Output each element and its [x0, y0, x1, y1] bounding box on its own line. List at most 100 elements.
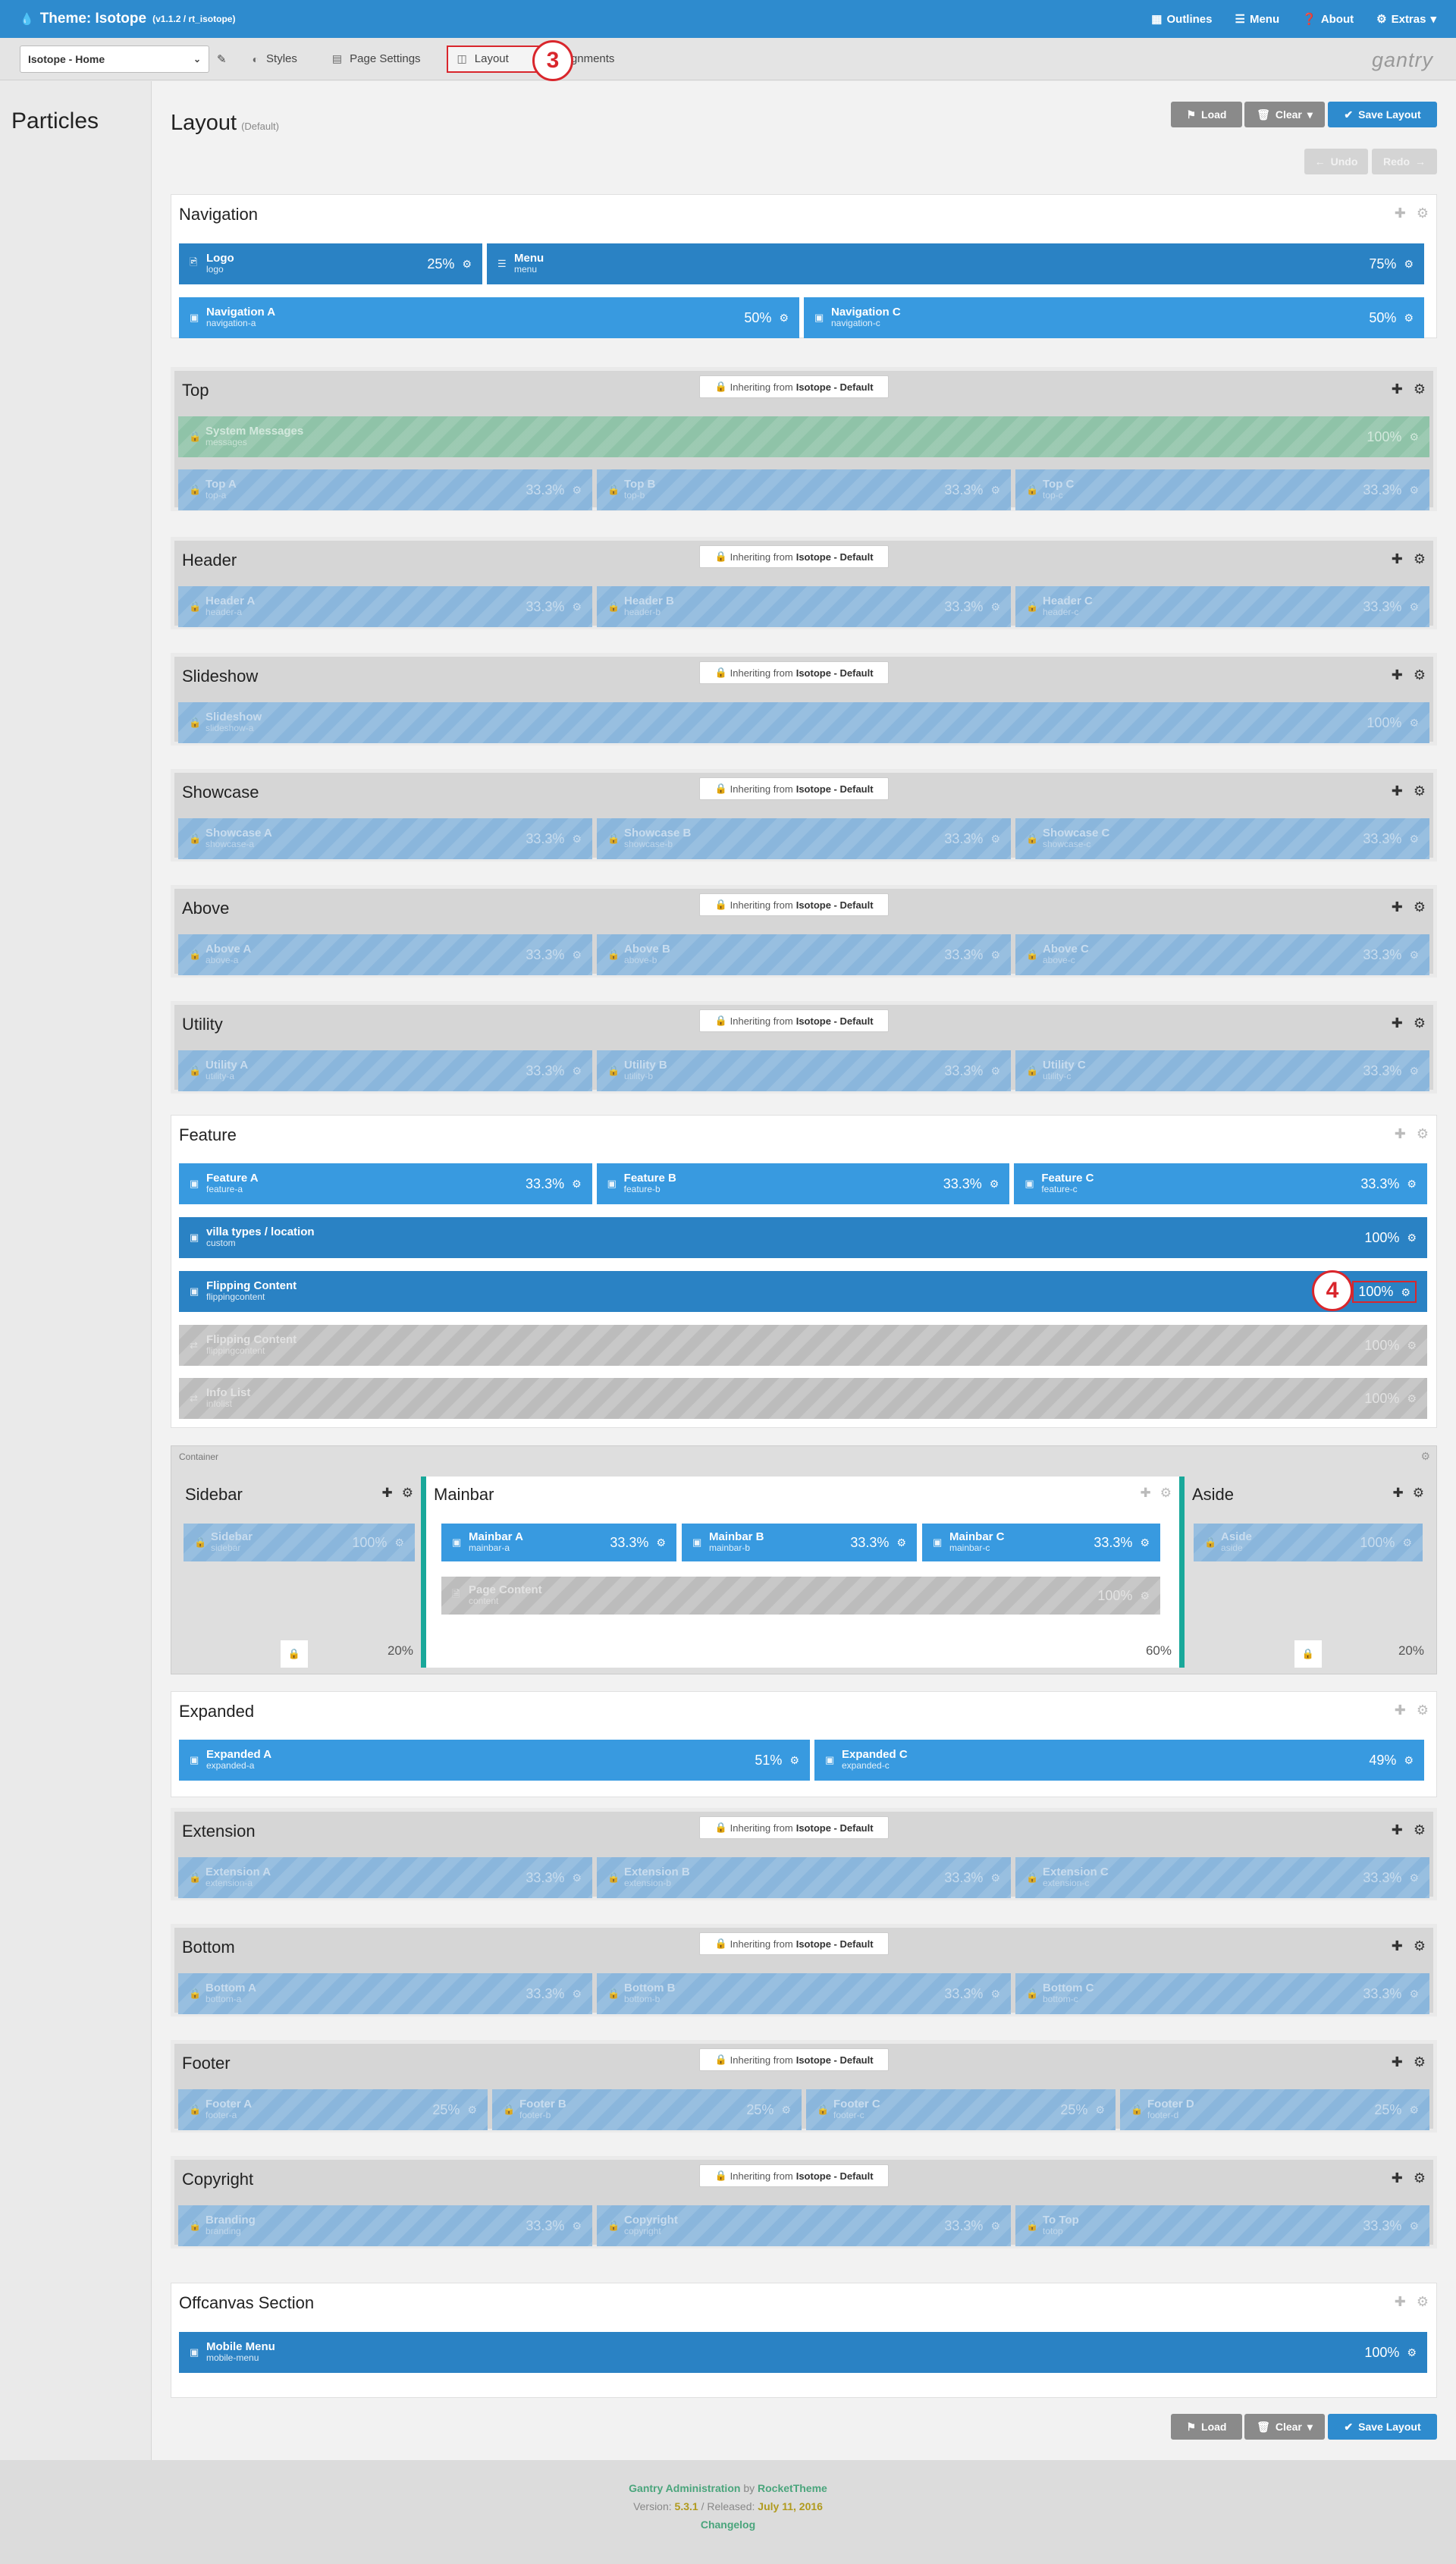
gear-icon[interactable]: ⚙	[1401, 1285, 1410, 1298]
tab-layout[interactable]: ◫ Layout	[446, 45, 541, 73]
gear-icon[interactable]: ⚙	[779, 311, 789, 324]
gear-icon[interactable]: ⚙	[1404, 311, 1414, 324]
gear-icon[interactable]: ⚙	[401, 1486, 413, 1500]
save-layout-button-bottom[interactable]: ✔ Save Layout	[1328, 2414, 1437, 2440]
particle-messages[interactable]: 🔒 System Messages messages 100% ⚙	[178, 416, 1429, 457]
inheritance-badge[interactable]: 🔒 Inheriting from Isotope - Default	[699, 661, 889, 684]
clear-button[interactable]: 🗑 Clear ▾	[1244, 102, 1325, 127]
gear-icon[interactable]: ⚙	[1409, 2103, 1419, 2116]
gear-icon[interactable]: ⚙	[572, 1064, 582, 1077]
inheritance-badge[interactable]: 🔒 Inheriting from Isotope - Default	[699, 1816, 889, 1839]
particle-branding[interactable]: 🔒 Branding branding 33.3% ⚙	[178, 2205, 592, 2246]
lock-icon[interactable]: 🔒	[281, 1640, 308, 1668]
gear-icon[interactable]: ⚙	[1140, 1536, 1150, 1549]
add-icon[interactable]: ✚	[1140, 1486, 1151, 1500]
extras-link[interactable]: ⚙ Extras ▾	[1376, 12, 1436, 27]
gear-icon[interactable]: ⚙	[1407, 2346, 1417, 2358]
gear-icon[interactable]: ⚙	[1413, 551, 1426, 566]
gear-icon[interactable]: ⚙	[1407, 1231, 1417, 1244]
gear-icon[interactable]: ⚙	[1409, 600, 1419, 613]
gear-icon[interactable]: ⚙	[990, 948, 1000, 961]
gear-icon[interactable]: ⚙	[1413, 1938, 1426, 1954]
gear-icon[interactable]: ⚙	[572, 1177, 582, 1190]
add-icon[interactable]: ✚	[381, 1486, 393, 1500]
gear-icon[interactable]: ⚙	[572, 1987, 582, 2000]
add-icon[interactable]: ✚	[1391, 1822, 1403, 1837]
gear-icon[interactable]: ⚙	[896, 1536, 906, 1549]
add-icon[interactable]: ✚	[1394, 1703, 1406, 1718]
outline-select[interactable]: Isotope - Home ⌄	[20, 45, 209, 73]
gear-icon[interactable]: ⚙	[1416, 1703, 1429, 1718]
gear-icon[interactable]: ⚙	[1413, 2170, 1426, 2186]
gear-icon[interactable]: ⚙	[1407, 1392, 1417, 1404]
gear-icon[interactable]: ⚙	[1402, 1536, 1412, 1549]
particle-logo[interactable]: 🖻 Logo logo 25% ⚙	[179, 243, 482, 284]
gear-icon[interactable]: ⚙	[1413, 1015, 1426, 1031]
gear-icon[interactable]: ⚙	[1095, 2103, 1105, 2116]
particle-page-content[interactable]: 🗎 Page Content content 100% ⚙	[441, 1577, 1160, 1615]
add-icon[interactable]: ✚	[1391, 2170, 1403, 2186]
add-icon[interactable]: ✚	[1392, 1486, 1404, 1500]
gear-icon[interactable]: ⚙	[1416, 206, 1429, 221]
undo-button[interactable]: ← Undo	[1304, 149, 1368, 174]
gear-icon[interactable]: ⚙	[462, 257, 472, 270]
gear-icon[interactable]: ⚙	[990, 1987, 1000, 2000]
add-icon[interactable]: ✚	[1394, 2294, 1406, 2309]
gear-icon[interactable]: ⚙	[1409, 2219, 1419, 2232]
gear-icon[interactable]: ⚙	[656, 1536, 666, 1549]
gear-icon[interactable]: ⚙	[1413, 1822, 1426, 1837]
particle-sidebar[interactable]: 🔒 Sidebar sidebar 100% ⚙	[184, 1524, 415, 1561]
gear-icon[interactable]: ⚙	[572, 1871, 582, 1884]
changelog-link[interactable]: Changelog	[700, 2518, 756, 2531]
gear-icon[interactable]: ⚙	[1409, 1987, 1419, 2000]
gear-icon[interactable]: ⚙	[572, 948, 582, 961]
gear-icon[interactable]: ⚙	[1416, 1126, 1429, 1141]
gear-icon[interactable]: ⚙	[1413, 783, 1426, 799]
inheritance-badge[interactable]: 🔒 Inheriting from Isotope - Default	[699, 2048, 889, 2071]
gantry-admin-link[interactable]: Gantry Administration	[629, 2482, 741, 2494]
gear-icon[interactable]: ⚙	[1409, 716, 1419, 729]
particle-infolist[interactable]: ⇄ Info List infolist 100% ⚙	[179, 1378, 1427, 1419]
inheritance-badge[interactable]: 🔒 Inheriting from Isotope - Default	[699, 545, 889, 568]
gear-icon[interactable]: ⚙	[1159, 1486, 1172, 1500]
particle-totop[interactable]: 🔒 To Top totop 33.3% ⚙	[1015, 2205, 1429, 2246]
gear-icon[interactable]: ⚙	[1404, 1753, 1414, 1766]
gear-icon[interactable]: ⚙	[572, 832, 582, 845]
gear-icon[interactable]: ⚙	[394, 1536, 404, 1549]
particle-flippingcontent[interactable]: ▣ Flipping Content flippingcontent 100% ⚙	[179, 1271, 1427, 1312]
redo-button[interactable]: Redo →	[1372, 149, 1437, 174]
gear-icon[interactable]: ⚙	[990, 483, 1000, 496]
particle-flippingcontent[interactable]: ⇄ Flipping Content flippingcontent 100% ⚙	[179, 1325, 1427, 1366]
gear-icon[interactable]: ⚙	[1409, 948, 1419, 961]
gear-icon[interactable]: ⚙	[1409, 832, 1419, 845]
inheritance-badge[interactable]: 🔒 Inheriting from Isotope - Default	[699, 1009, 889, 1032]
inheritance-badge[interactable]: 🔒 Inheriting from Isotope - Default	[699, 777, 889, 800]
container-gear-icon[interactable]: ⚙	[1420, 1450, 1430, 1462]
gear-icon[interactable]: ⚙	[989, 1177, 999, 1190]
gear-icon[interactable]: ⚙	[1416, 2294, 1429, 2309]
gear-icon[interactable]: ⚙	[572, 2219, 582, 2232]
